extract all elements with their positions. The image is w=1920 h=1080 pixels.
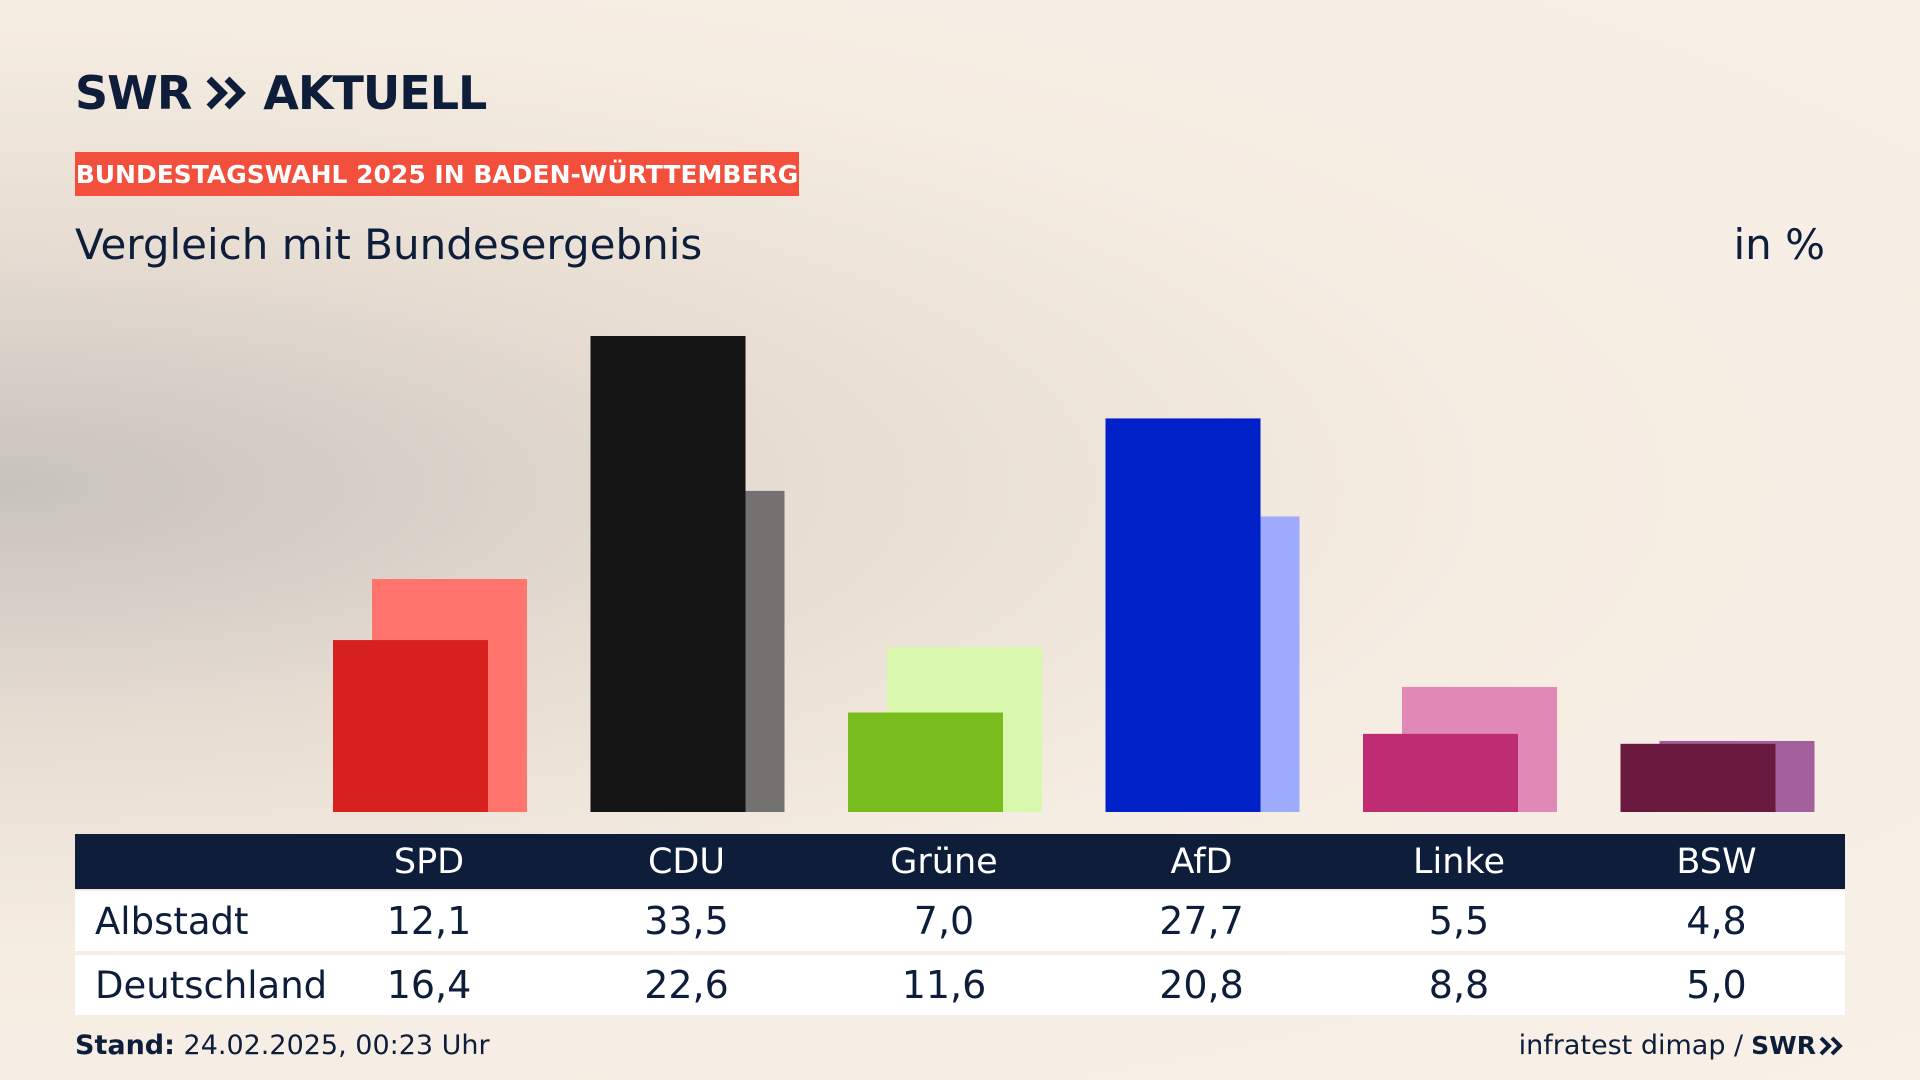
party-label-bsw: BSW xyxy=(1676,841,1757,882)
election-badge: BUNDESTAGSWAHL 2025 IN BADEN-WÜRTTEMBERG xyxy=(75,152,799,196)
table-row-deutschland: Deutschland 16,4 22,6 11,6 20,8 8,8 5,0 xyxy=(75,955,1845,1015)
bar-albstadt-afd xyxy=(1105,418,1261,812)
bar-albstadt-bsw xyxy=(1620,743,1776,812)
bar-albstadt-grüne xyxy=(848,712,1003,812)
bar-albstadt-spd xyxy=(333,640,488,812)
party-label-linke: Linke xyxy=(1413,841,1505,882)
unit-label: in % xyxy=(1733,220,1825,269)
logo-swr-text: SWR xyxy=(75,66,192,120)
bar-albstadt-linke xyxy=(1363,733,1518,812)
table-header: SPD CDU Grüne AfD Linke BSW xyxy=(75,834,1845,889)
stand-value: 24.02.2025, 00:23 Uhr xyxy=(183,1030,490,1061)
mini-logo-text: SWR xyxy=(1751,1031,1816,1060)
stand-label: Stand: xyxy=(75,1030,175,1061)
logo-aktuell-text: AKTUELL xyxy=(263,66,487,120)
bar-albstadt-cdu xyxy=(590,336,746,812)
value-cell: 4,8 xyxy=(1686,899,1747,943)
chart-subtitle: Vergleich mit Bundesergebnis xyxy=(75,220,703,269)
value-cell: 27,7 xyxy=(1159,899,1244,943)
party-label-afd: AfD xyxy=(1170,841,1233,882)
double-chevron-icon xyxy=(206,76,247,110)
source-text: infratest dimap / xyxy=(1518,1030,1744,1061)
row-label: Deutschland xyxy=(95,963,328,1007)
value-cell: 5,5 xyxy=(1428,899,1490,943)
source-credit: infratest dimap / SWR xyxy=(1519,1030,1845,1061)
double-chevron-icon xyxy=(1819,1036,1843,1055)
value-cell: 8,8 xyxy=(1428,963,1490,1007)
value-cell: 12,1 xyxy=(386,899,472,943)
party-label-cdu: CDU xyxy=(647,841,725,882)
table-row-albstadt: Albstadt 12,1 33,5 7,0 27,7 5,5 4,8 xyxy=(75,891,1845,951)
value-cell: 5,0 xyxy=(1686,963,1747,1007)
swr-aktuell-logo: SWR AKTUELL xyxy=(75,66,487,120)
value-cell: 22,6 xyxy=(644,963,729,1007)
value-cell: 16,4 xyxy=(386,963,472,1007)
value-cell: 11,6 xyxy=(901,963,987,1007)
party-label-grüne: Grüne xyxy=(890,841,998,882)
party-label-spd: SPD xyxy=(393,841,465,882)
swr-mini-logo: SWR xyxy=(1751,1031,1845,1060)
row-label: Albstadt xyxy=(95,899,249,943)
value-cell: 7,0 xyxy=(913,899,975,943)
timestamp: Stand: 24.02.2025, 00:23 Uhr xyxy=(75,1030,490,1061)
value-cell: 33,5 xyxy=(644,899,729,943)
value-cell: 20,8 xyxy=(1159,963,1244,1007)
